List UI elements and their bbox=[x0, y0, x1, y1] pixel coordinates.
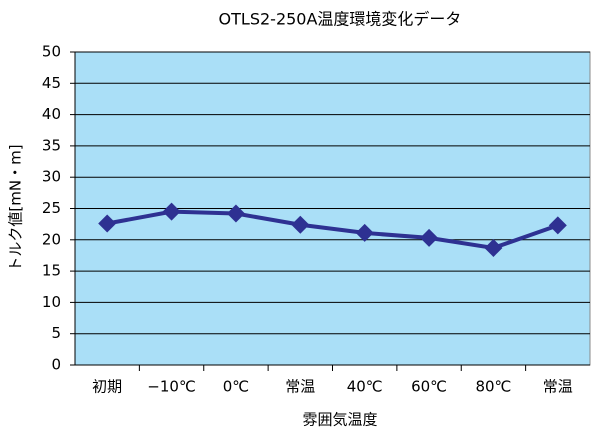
marker bbox=[355, 223, 374, 242]
y-tick-label: 45 bbox=[42, 74, 61, 92]
y-tick-label: 15 bbox=[42, 262, 61, 280]
y-tick-label: 10 bbox=[42, 293, 61, 311]
marker bbox=[226, 204, 245, 223]
chart-title: OTLS2-250A温度環境変化データ bbox=[219, 10, 462, 29]
y-tick-label: 20 bbox=[42, 230, 61, 248]
y-tick-label: 35 bbox=[42, 136, 61, 154]
x-tick-label: 0℃ bbox=[223, 378, 249, 396]
x-tick-label: 40℃ bbox=[347, 378, 383, 396]
marker bbox=[162, 202, 181, 221]
marker bbox=[291, 215, 310, 234]
marker bbox=[98, 214, 117, 233]
x-axis-title: 雰囲気温度 bbox=[302, 411, 377, 429]
series-line bbox=[106, 209, 559, 250]
y-tick-label: 0 bbox=[51, 356, 61, 374]
x-tick-label: 60℃ bbox=[411, 378, 447, 396]
x-tick-label: 常温 bbox=[285, 378, 315, 396]
marker bbox=[484, 238, 503, 257]
y-tick-label: 50 bbox=[42, 43, 61, 61]
x-tick-label: 80℃ bbox=[475, 378, 511, 396]
marker bbox=[420, 228, 439, 247]
y-axis-title: トルク値[mN・m] bbox=[7, 144, 25, 271]
x-tick-label: 初期 bbox=[92, 378, 122, 396]
y-tick-label: 5 bbox=[51, 324, 61, 342]
y-tick-label: 40 bbox=[42, 105, 61, 123]
y-tick-label: 25 bbox=[42, 199, 61, 217]
marker bbox=[548, 216, 567, 235]
x-tick-label: −10℃ bbox=[147, 378, 196, 396]
y-tick-label: 30 bbox=[42, 168, 61, 186]
x-tick-label: 常温 bbox=[543, 378, 573, 396]
